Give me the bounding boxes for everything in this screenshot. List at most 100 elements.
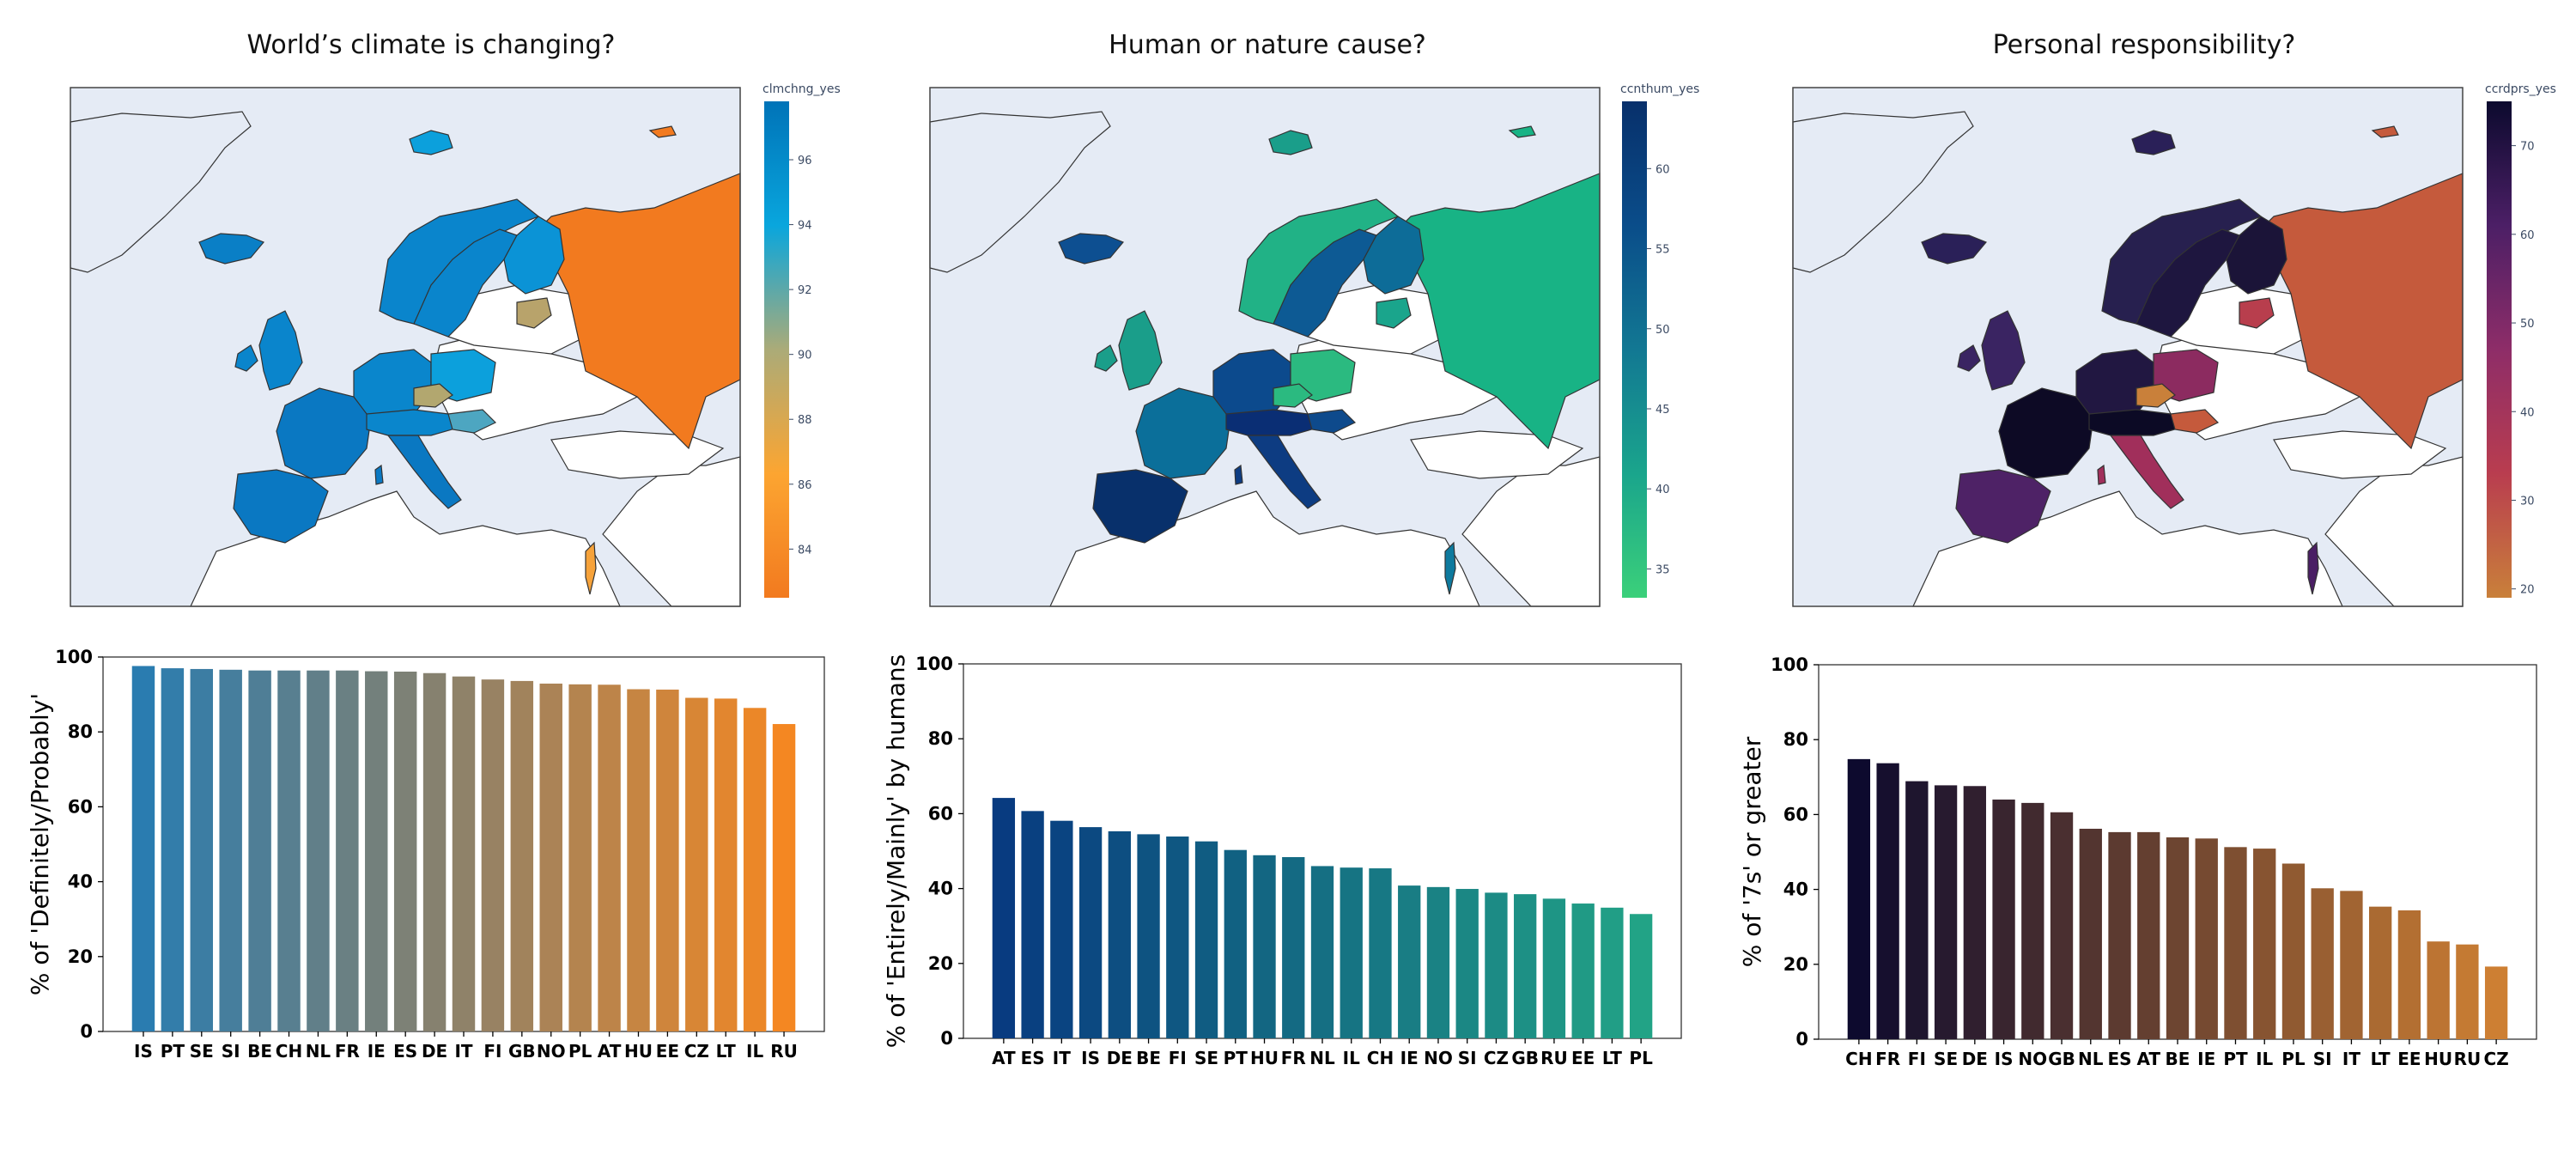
hungary-shape [1307, 409, 1357, 434]
finland-shape [503, 216, 565, 295]
bar [1078, 827, 1103, 1038]
x-tick-label: ES [393, 1041, 417, 1062]
x-tick-label: AT [992, 1048, 1016, 1068]
bar [992, 798, 1016, 1038]
x-tick-label: DE [1962, 1049, 1988, 1069]
x-tick-label: IT [2342, 1049, 2360, 1069]
bar [568, 684, 592, 1031]
greenland-shape [1792, 111, 1974, 273]
bar [2369, 906, 2392, 1039]
israel-shape [2307, 541, 2319, 595]
bar [598, 684, 621, 1031]
map-frame [1792, 87, 2464, 607]
y-tick-label: 0 [1795, 1029, 1808, 1050]
choropleth-map [929, 88, 1601, 607]
x-tick-label: FR [1875, 1049, 1900, 1069]
x-tick-label: IS [134, 1041, 153, 1062]
bar [481, 679, 505, 1031]
x-tick-label: IT [454, 1041, 472, 1062]
bar [1934, 785, 1958, 1039]
iceland-shape [1058, 233, 1124, 265]
x-tick-label: PT [1224, 1048, 1249, 1068]
x-tick-label: RU [2454, 1049, 2482, 1069]
y-tick-label: 100 [1771, 654, 1808, 675]
x-tick-label: DE [1107, 1048, 1133, 1068]
bar [2166, 837, 2190, 1039]
colorbar-label: ccrdprs_yes [2485, 82, 2556, 96]
greenland-shape [70, 111, 252, 273]
bar [510, 680, 534, 1031]
bar [248, 670, 271, 1031]
corsica-shape [2097, 464, 2106, 485]
colorbar-tick-label: 60 [1656, 163, 1670, 176]
map-frame [929, 87, 1601, 607]
bar [2281, 863, 2306, 1039]
x-tick-label: BE [2166, 1049, 2190, 1069]
x-tick-label: IS [1995, 1049, 2014, 1069]
bar [2253, 849, 2276, 1039]
iberia-shape [233, 469, 329, 544]
x-tick-label: PL [1629, 1048, 1653, 1068]
finland-shape [2226, 216, 2287, 295]
y-tick-label: 20 [928, 953, 953, 974]
france-shape [1135, 387, 1231, 479]
panel-title: Personal responsibility? [1993, 30, 2296, 60]
y-tick-label: 0 [80, 1021, 93, 1042]
panel-3: Personal responsibility? ccrdprs_yes 20 30 4… [1738, 30, 2556, 1069]
italy-shape [2109, 435, 2184, 509]
bar [1514, 894, 1537, 1038]
x-tick-label: LT [2371, 1049, 2391, 1069]
france-shape [1998, 387, 2094, 479]
x-tick-label: CZ [1484, 1048, 1509, 1068]
corsica-shape [1234, 464, 1243, 485]
x-tick-label: BE [247, 1041, 272, 1062]
colorbar-tick-label: 55 [1656, 244, 1670, 257]
bar [714, 698, 738, 1031]
x-tick-label: HU [2424, 1049, 2452, 1069]
x-tick-label: DE [422, 1041, 447, 1062]
turkey-shape [550, 430, 725, 479]
x-tick-label: FI [1169, 1048, 1187, 1068]
bar [1455, 889, 1479, 1038]
bar [1992, 799, 2015, 1039]
bar [1905, 781, 1929, 1039]
baltic-states-shape [2239, 297, 2275, 329]
x-tick-label: LT [716, 1041, 736, 1062]
bar [1601, 907, 1624, 1038]
bar [2456, 944, 2479, 1039]
france-shape [276, 387, 372, 479]
colorbar-tick-label: 90 [798, 350, 812, 362]
great-britain-shape [1981, 310, 2026, 391]
x-tick-label: GB [1511, 1048, 1539, 1068]
x-tick-label: NL [2078, 1049, 2104, 1069]
y-tick-label: 60 [1783, 804, 1808, 824]
y-tick-label: 20 [1783, 954, 1808, 975]
czechia-shape [413, 383, 453, 408]
bar [393, 672, 417, 1031]
great-britain-shape [258, 310, 303, 391]
x-tick-label: IL [746, 1041, 763, 1062]
bar [1426, 886, 1450, 1038]
colorbar-tick-label: 30 [2520, 495, 2535, 508]
x-tick-label: BE [1136, 1048, 1161, 1068]
israel-shape [585, 541, 597, 595]
y-tick-label: 60 [68, 796, 93, 817]
bar [2397, 910, 2421, 1039]
y-tick-label: 20 [68, 946, 93, 967]
great-britain-shape [1118, 310, 1163, 391]
bar [1282, 856, 1305, 1038]
russia-shape [533, 173, 741, 450]
x-tick-label: CH [1845, 1049, 1872, 1069]
bar [2137, 831, 2160, 1039]
alps-shape [366, 409, 463, 436]
corsica-shape [374, 464, 384, 485]
x-tick-label: SI [2313, 1049, 2332, 1069]
y-tick-label: 60 [928, 803, 953, 824]
x-tick-label: RU [770, 1041, 798, 1062]
y-tick-label: 80 [1783, 729, 1808, 750]
bar [452, 676, 476, 1031]
bar [627, 689, 650, 1031]
bar [539, 683, 562, 1031]
colorbar-tick-label: 88 [798, 414, 812, 427]
